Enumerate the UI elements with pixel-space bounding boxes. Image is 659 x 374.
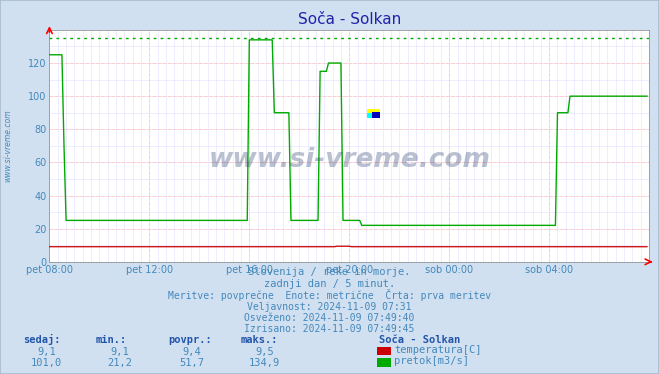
- Text: www.si-vreme.com: www.si-vreme.com: [3, 110, 13, 182]
- FancyBboxPatch shape: [372, 111, 380, 118]
- Text: Soča - Solkan: Soča - Solkan: [379, 335, 460, 345]
- Text: www.si-vreme.com: www.si-vreme.com: [208, 147, 490, 173]
- Text: 21,2: 21,2: [107, 358, 132, 368]
- Text: 134,9: 134,9: [248, 358, 280, 368]
- Text: temperatura[C]: temperatura[C]: [394, 345, 482, 355]
- Text: Osveženo: 2024-11-09 07:49:40: Osveženo: 2024-11-09 07:49:40: [244, 313, 415, 323]
- Text: maks.:: maks.:: [241, 335, 278, 345]
- Text: 9,1: 9,1: [110, 347, 129, 356]
- Text: 101,0: 101,0: [31, 358, 63, 368]
- Text: povpr.:: povpr.:: [168, 335, 212, 345]
- Text: Izrisano: 2024-11-09 07:49:45: Izrisano: 2024-11-09 07:49:45: [244, 324, 415, 334]
- FancyBboxPatch shape: [367, 109, 380, 118]
- Text: 9,4: 9,4: [183, 347, 201, 356]
- Text: Veljavnost: 2024-11-09 07:31: Veljavnost: 2024-11-09 07:31: [247, 303, 412, 312]
- Text: zadnji dan / 5 minut.: zadnji dan / 5 minut.: [264, 279, 395, 289]
- Text: 9,1: 9,1: [38, 347, 56, 356]
- Text: sedaj:: sedaj:: [23, 334, 61, 345]
- Text: Meritve: povprečne  Enote: metrične  Črta: prva meritev: Meritve: povprečne Enote: metrične Črta:…: [168, 289, 491, 301]
- Text: 9,5: 9,5: [255, 347, 273, 356]
- FancyBboxPatch shape: [367, 113, 380, 118]
- Title: Soča - Solkan: Soča - Solkan: [298, 12, 401, 27]
- Text: Slovenija / reke in morje.: Slovenija / reke in morje.: [248, 267, 411, 277]
- Text: min.:: min.:: [96, 335, 127, 345]
- Text: pretok[m3/s]: pretok[m3/s]: [394, 356, 469, 366]
- Text: 51,7: 51,7: [179, 358, 204, 368]
